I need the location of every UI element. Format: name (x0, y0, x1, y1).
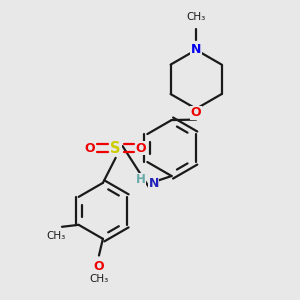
Text: O: O (94, 260, 104, 273)
Text: CH₃: CH₃ (187, 12, 206, 22)
Text: N: N (149, 177, 159, 190)
Text: N: N (191, 44, 201, 56)
Text: O: O (85, 142, 95, 154)
Text: H: H (136, 173, 146, 186)
Text: CH₃: CH₃ (46, 231, 66, 241)
Text: O: O (136, 142, 146, 154)
Text: S: S (110, 140, 121, 155)
Text: O: O (191, 106, 201, 119)
Text: CH₃: CH₃ (89, 274, 109, 284)
